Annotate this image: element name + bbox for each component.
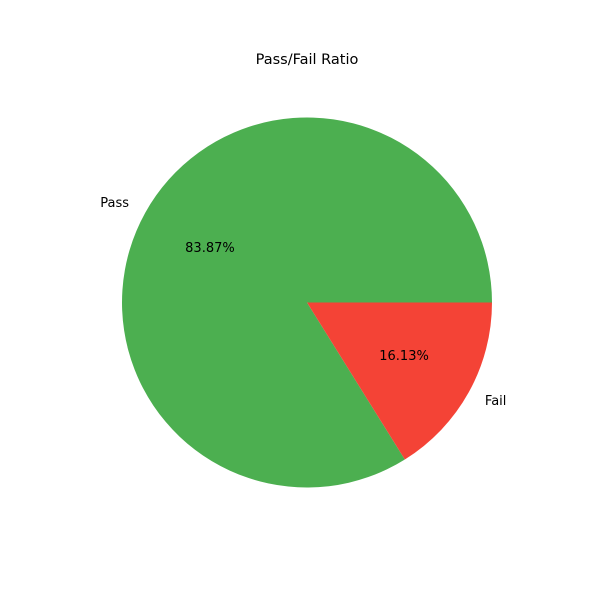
- chart-title: Pass/Fail Ratio: [256, 52, 359, 68]
- pie-labels: 83.87% Pass 16.13% Fail: [100, 196, 506, 409]
- pie-category-label-pass: Pass: [100, 196, 129, 211]
- pie-percent-label-fail: 16.13%: [379, 349, 429, 364]
- pie-slice-fail: [307, 302, 492, 460]
- pie-slices: [122, 117, 492, 488]
- pie-category-label-fail: Fail: [485, 394, 506, 409]
- pie-percent-label-pass: 83.87%: [185, 241, 235, 256]
